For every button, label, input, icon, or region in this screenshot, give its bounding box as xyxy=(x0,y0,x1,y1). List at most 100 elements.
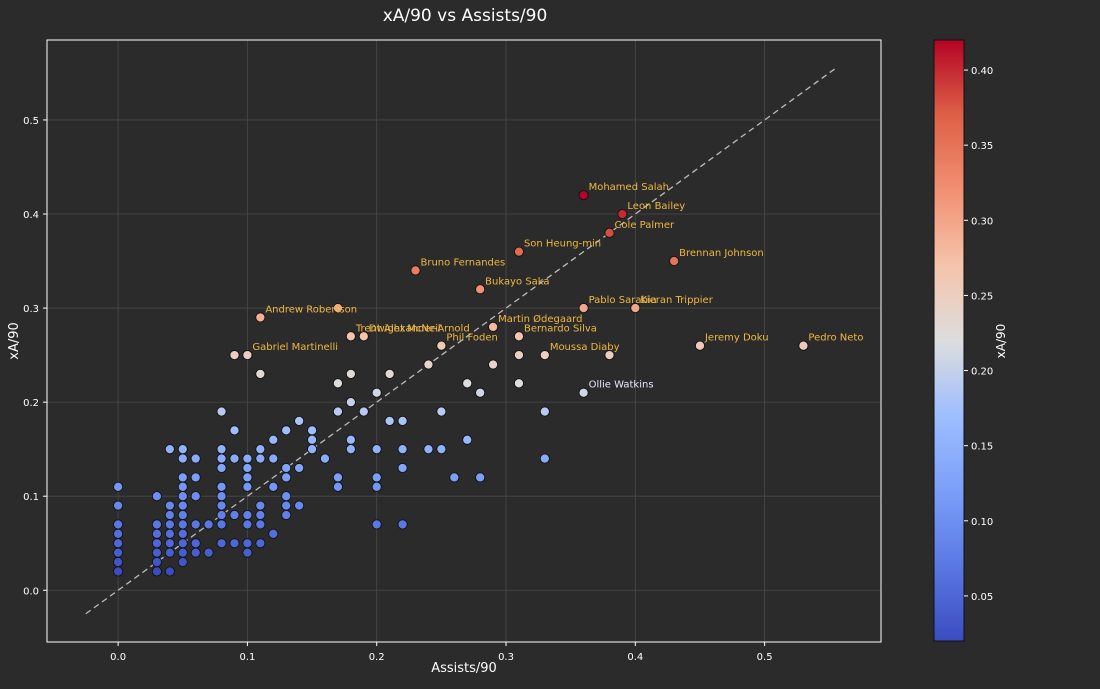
data-point xyxy=(190,453,201,464)
data-point xyxy=(513,378,525,389)
data-point xyxy=(332,378,343,389)
x-axis-label: Assists/90 xyxy=(431,661,497,676)
data-point xyxy=(216,538,227,549)
point-labels: Mohamed Salah Leon Bailey Cole Palmer Son H… xyxy=(252,182,863,391)
data-point xyxy=(255,368,266,379)
data-point xyxy=(242,472,253,483)
data-point xyxy=(539,453,550,464)
x-tick-label: 0.0 xyxy=(110,652,126,663)
data-point xyxy=(371,444,382,455)
data-point xyxy=(190,538,201,549)
data-point xyxy=(281,500,292,511)
data-point xyxy=(164,500,175,511)
point-label: Martin Ødegaard xyxy=(498,313,582,325)
data-point xyxy=(203,519,214,530)
data-point xyxy=(216,519,227,530)
data-point xyxy=(475,387,486,398)
data-point xyxy=(164,538,175,549)
y-tick-label: 0.1 xyxy=(23,492,39,503)
colorbar-tick-label: 0.40 xyxy=(971,66,993,77)
data-point xyxy=(294,415,305,427)
data-point xyxy=(190,472,201,483)
labeled-data-point xyxy=(630,303,641,314)
data-point xyxy=(203,547,214,558)
data-point xyxy=(281,425,292,436)
labeled-data-point xyxy=(798,340,809,351)
data-point xyxy=(397,462,408,474)
data-point xyxy=(539,406,550,417)
data-point xyxy=(268,481,279,492)
colorbar-tick-label: 0.30 xyxy=(971,216,993,227)
y-tick-label: 0.4 xyxy=(23,210,39,221)
colorbar-tick-label: 0.20 xyxy=(971,367,993,378)
point-label: Trent Alexander-Arnold xyxy=(355,323,470,334)
labeled-data-point xyxy=(578,303,589,314)
labeled-data-point xyxy=(578,190,589,201)
data-point xyxy=(397,519,408,530)
data-point xyxy=(216,462,227,474)
data-point xyxy=(255,509,266,521)
data-point xyxy=(190,547,201,558)
data-point xyxy=(177,547,188,558)
point-label: Andrew Robertson xyxy=(265,304,357,315)
data-point xyxy=(242,538,253,549)
data-point xyxy=(151,538,162,549)
data-point xyxy=(151,547,162,558)
data-point xyxy=(255,538,266,549)
data-point xyxy=(436,444,447,455)
data-point xyxy=(164,547,175,558)
data-point xyxy=(307,425,318,436)
data-point xyxy=(449,472,460,483)
labeled-data-point xyxy=(604,227,615,238)
point-label: Pedro Neto xyxy=(808,333,863,344)
data-point xyxy=(242,453,253,464)
colorbar-tick-label: 0.15 xyxy=(971,442,993,453)
y-axis-ticks: 0.0 0.1 0.2 0.3 0.4 0.5 xyxy=(23,116,47,597)
colorbar-label: xA/90 xyxy=(994,324,1008,359)
colorbar-tick-label: 0.05 xyxy=(971,592,993,603)
data-point xyxy=(164,519,175,530)
x-tick-label: 0.5 xyxy=(757,652,773,663)
data-point xyxy=(113,519,124,530)
data-point xyxy=(371,387,382,398)
data-point xyxy=(151,491,162,502)
y-tick-label: 0.0 xyxy=(23,586,39,597)
data-point xyxy=(216,491,227,502)
data-point xyxy=(113,556,124,568)
data-point xyxy=(229,350,240,361)
data-point xyxy=(113,481,124,492)
data-point xyxy=(177,444,188,455)
point-label: Jeremy Doku xyxy=(704,333,769,344)
data-point xyxy=(113,528,124,539)
labeled-data-point xyxy=(539,350,550,361)
point-label: Mohamed Salah xyxy=(589,182,669,193)
data-point xyxy=(332,406,343,417)
data-point xyxy=(151,556,162,568)
labeled-data-point xyxy=(345,331,356,342)
point-label: Leon Bailey xyxy=(627,201,685,212)
data-point xyxy=(255,444,266,455)
data-point xyxy=(242,547,253,558)
colorbar xyxy=(933,39,965,642)
data-point xyxy=(268,453,279,464)
data-point xyxy=(423,444,434,455)
point-label: Cole Palmer xyxy=(614,220,675,231)
data-point xyxy=(462,434,473,445)
labeled-data-point xyxy=(617,208,628,220)
data-point xyxy=(216,509,227,521)
point-label: Phil Foden xyxy=(446,333,497,344)
data-point xyxy=(384,415,395,427)
data-point xyxy=(113,538,124,549)
labeled-data-point xyxy=(488,321,499,332)
x-tick-label: 0.4 xyxy=(627,652,643,663)
labeled-data-point xyxy=(694,340,706,351)
point-label: Bruno Fernandes xyxy=(421,257,506,268)
data-point xyxy=(177,500,188,511)
point-label: Brennan Johnson xyxy=(679,248,764,259)
data-point xyxy=(229,425,240,436)
data-point xyxy=(281,472,292,483)
labeled-data-point xyxy=(669,255,680,267)
data-point xyxy=(307,434,318,445)
